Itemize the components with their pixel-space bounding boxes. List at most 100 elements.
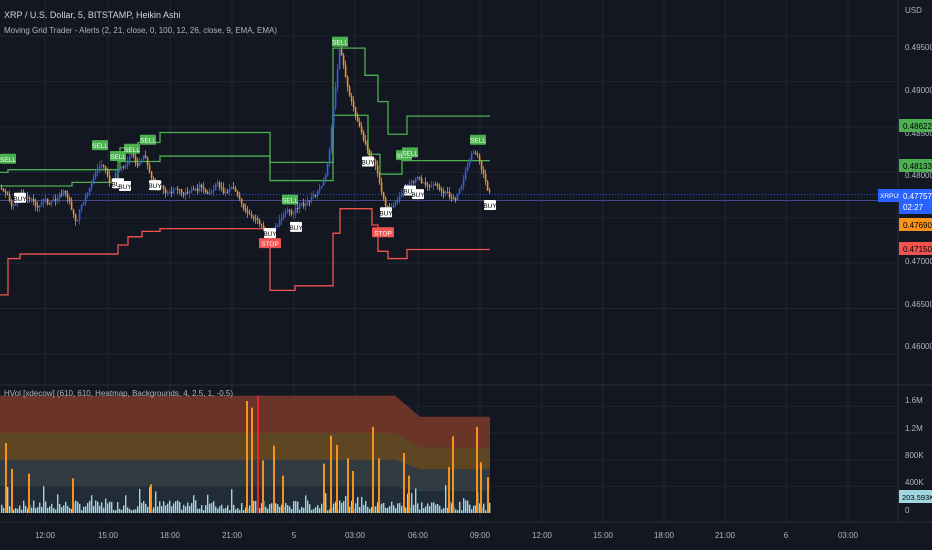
volume-highlight-bar [448, 467, 450, 513]
price-tick: 0.4700000 [905, 257, 932, 266]
volume-bar [113, 509, 115, 513]
volume-bar [129, 508, 131, 513]
volume-bar [9, 506, 11, 513]
candle-body [398, 196, 401, 200]
candle-body [250, 214, 253, 217]
volume-bar [277, 504, 279, 513]
candle-body [342, 55, 345, 66]
candle-body [12, 205, 15, 207]
volume-bar [123, 505, 125, 513]
volume-bar [455, 509, 457, 513]
volume-bar [297, 501, 299, 513]
candle-body [408, 183, 411, 185]
candle-body [38, 205, 41, 208]
volume-indicator-legend[interactable]: HVol [xdecow] (610, 610, Heatmap, Backgr… [4, 389, 234, 398]
volume-bar [231, 489, 233, 513]
candle-body [458, 188, 461, 194]
candle-body [340, 49, 343, 56]
volume-bar [153, 507, 155, 513]
candle-body [148, 165, 151, 172]
svg-text:XRPUSD: XRPUSD [880, 193, 907, 200]
volume-bar [83, 506, 85, 513]
candle-body [474, 152, 477, 155]
orange-price-badge: 0.4769020 [899, 218, 932, 231]
volume-bar [253, 500, 255, 513]
candle-body [386, 205, 389, 208]
volume-bar [201, 505, 203, 513]
buy-label-box [290, 221, 302, 232]
time-axis[interactable]: 12:00 15:00 18:00 21:00 5 03:00 06:00 09:00 12:0… [35, 531, 859, 540]
time-tick: 15:00 [98, 531, 119, 540]
candle-body [114, 173, 117, 182]
candle-body [460, 185, 463, 189]
candle-body [332, 107, 335, 128]
volume-bar [51, 503, 53, 513]
sell-signal-label: SELL [282, 194, 298, 205]
stop-signal-label: STOP [259, 238, 281, 249]
volume-bar [69, 507, 71, 513]
buy-label-text: BUY [263, 231, 277, 238]
volume-highlight-bar [150, 484, 152, 513]
candle-body [476, 154, 479, 156]
sell-label-box [110, 151, 126, 162]
candle-body [106, 169, 109, 176]
stop-signal-label: STOP [372, 227, 394, 238]
volume-bar [475, 505, 477, 513]
candle-body [204, 189, 207, 193]
volume-bar [67, 505, 69, 513]
volume-bar [451, 503, 453, 513]
candle-body [108, 175, 111, 183]
volume-highlight-bar [452, 436, 454, 513]
price-tick: 0.4650000 [905, 300, 932, 309]
volume-highlight-bar [246, 401, 248, 513]
candle-body [76, 219, 79, 221]
time-tick: 5 [292, 531, 297, 540]
volume-bar [327, 510, 329, 513]
time-tick: 21:00 [715, 531, 736, 540]
symbol-title[interactable]: XRP / U.S. Dollar, 5, BITSTAMP, Heikin A… [4, 10, 181, 20]
volume-bar [77, 501, 79, 513]
volume-bar [145, 503, 147, 513]
buy-signal-label: BUY [148, 180, 162, 191]
volume-bar [109, 501, 111, 513]
candle-body [162, 185, 165, 190]
candle-body [194, 188, 197, 190]
volume-highlight-bar [372, 427, 374, 513]
candle-body [428, 185, 431, 187]
volume-bar [45, 501, 47, 513]
volume-bar [243, 510, 245, 513]
volume-axis[interactable]: 1.6M 1.2M 800K 400K 0 [905, 396, 924, 515]
candle-body [326, 164, 329, 176]
candle-body [184, 191, 187, 195]
volume-bar [143, 501, 145, 513]
candle-body [394, 202, 397, 205]
candle-body [6, 192, 9, 195]
candle-body [208, 193, 211, 195]
volume-bar [205, 505, 207, 513]
candle-body [482, 169, 485, 174]
volume-bar [415, 488, 417, 513]
candle-body [334, 87, 337, 108]
price-axis[interactable]: 0.4950000 0.4900000 0.4850000 0.4800000 … [905, 43, 932, 351]
candle-body [296, 208, 299, 210]
sell-label-text: SELL [402, 150, 418, 157]
candle-body [118, 168, 121, 171]
svg-text:0.4769020: 0.4769020 [903, 221, 932, 230]
candle-body [436, 184, 439, 187]
candle-body [464, 170, 467, 179]
volume-bar [435, 504, 437, 513]
volume-bar [291, 508, 293, 513]
volume-bar [229, 510, 231, 513]
indicator-legend[interactable]: Moving Grid Trader - Alerts (2, 21, clos… [4, 26, 278, 35]
red-price-badge: 0.4715038 [899, 242, 932, 255]
volume-bar [227, 505, 229, 513]
volume-bar [303, 507, 305, 513]
sell-label-box [402, 147, 418, 158]
volume-bar [427, 503, 429, 513]
buy-label-box [362, 156, 374, 167]
candle-body [320, 186, 323, 189]
candle-body [104, 166, 107, 170]
volume-bar [359, 507, 361, 513]
